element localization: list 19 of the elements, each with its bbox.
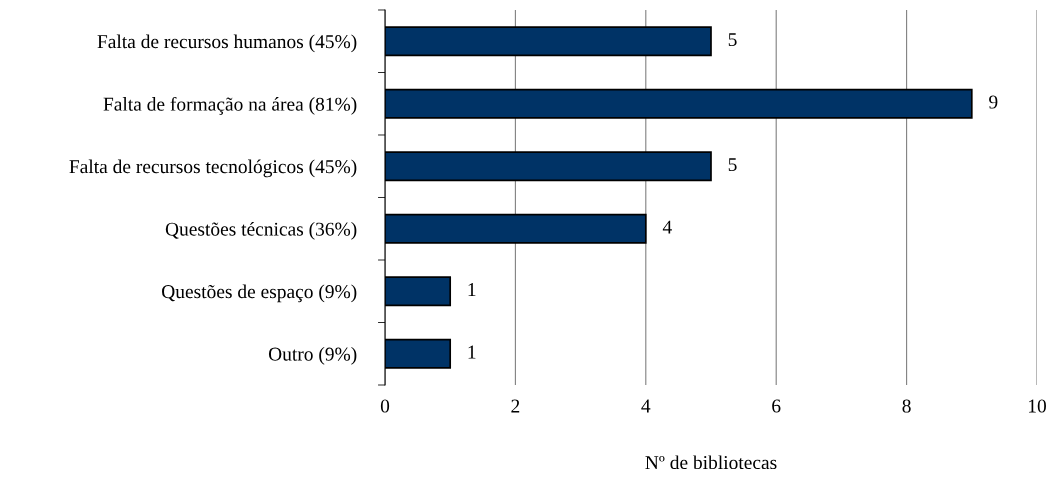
data-label: 1 <box>468 283 476 296</box>
y-tick-label: Questões de espaço (9%) <box>162 284 357 303</box>
y-tick-label: Questões técnicas (36%) <box>165 221 357 240</box>
y-tick-label: Falta de formação na área (81%) <box>103 96 357 115</box>
x-tick-label: 2 <box>511 399 520 413</box>
x-tick-label: 8 <box>902 399 911 413</box>
data-label: 5 <box>728 33 737 47</box>
y-tick-label: Falta de recursos humanos (45%) <box>97 34 357 53</box>
y-tick-label: Outro (9%) <box>268 347 357 365</box>
x-tick-label: 10 <box>1028 399 1046 413</box>
y-tick-label: Falta de recursos tecnológicos (45%) <box>69 159 357 178</box>
x-tick-label: 0 <box>380 399 390 413</box>
x-tick-label: 6 <box>772 399 781 413</box>
data-label: 9 <box>989 95 998 109</box>
x-axis-title: Nº de bibliotecas <box>645 455 777 470</box>
data-label: 5 <box>728 158 737 172</box>
data-label: 4 <box>662 220 672 234</box>
x-tick-label: 4 <box>641 399 651 413</box>
data-label: 1 <box>468 345 476 359</box>
